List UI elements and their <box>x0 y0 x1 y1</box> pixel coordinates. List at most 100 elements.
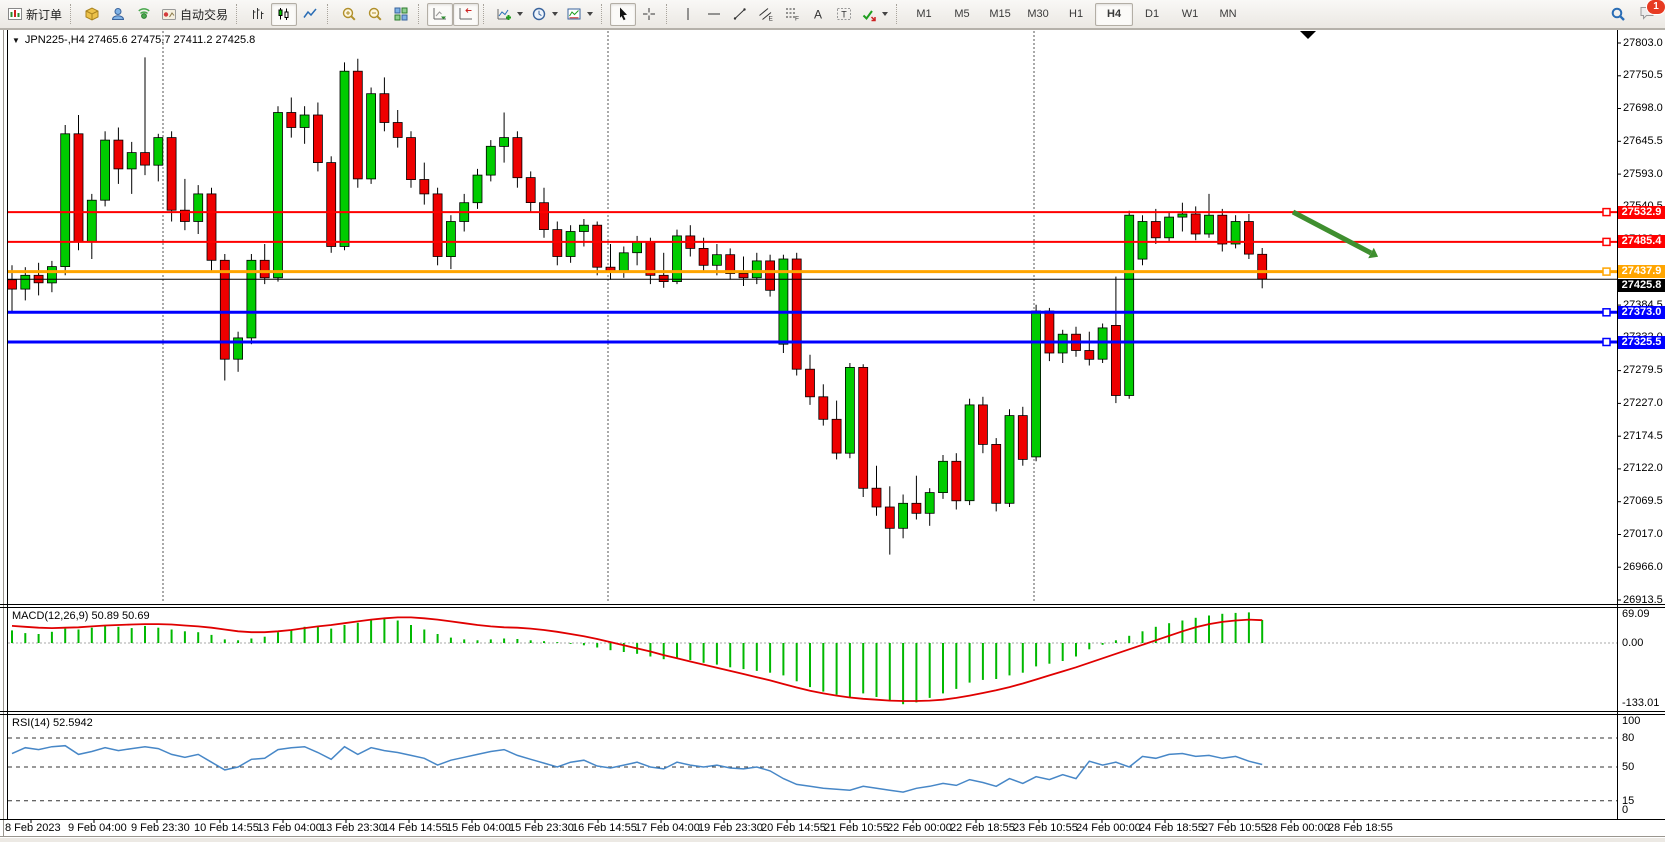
time-axis-label: 21 Feb 10:55 <box>824 822 889 834</box>
new-order-label: 新订单 <box>26 7 63 22</box>
vertical-line-button[interactable] <box>675 3 701 26</box>
line-handle[interactable] <box>1602 207 1611 217</box>
time-axis-label: 19 Feb 23:30 <box>698 822 763 834</box>
chart-shift-icon <box>458 6 474 22</box>
time-axis-label: 13 Feb 23:30 <box>320 822 385 834</box>
profile-button[interactable] <box>105 3 131 26</box>
timeframe-M30[interactable]: M30 <box>1027 8 1049 20</box>
template-icon <box>566 6 582 22</box>
price-tick-label: 27017.0 <box>1623 527 1663 540</box>
line-handle[interactable] <box>1602 308 1611 317</box>
market-watch-button[interactable] <box>79 3 105 26</box>
macd-scale-label: 69.09 <box>1622 608 1650 620</box>
time-axis-label: 17 Feb 04:00 <box>635 822 700 834</box>
periods-button[interactable] <box>527 3 562 26</box>
chevron-down-icon <box>587 12 594 16</box>
cursor-icon <box>615 6 631 22</box>
text-button[interactable]: A <box>805 3 831 26</box>
notification-badge: 1 <box>1647 0 1665 14</box>
price-line-label: 27325.5 <box>1618 335 1665 349</box>
templates-button[interactable] <box>562 3 597 26</box>
text-label-button[interactable]: T <box>831 3 857 26</box>
price-tick-label: 27122.0 <box>1623 462 1663 475</box>
toolbar-separator <box>896 4 901 24</box>
bar-chart-icon <box>250 6 266 22</box>
arrows-icon <box>861 6 877 22</box>
zoom-out-button[interactable] <box>362 3 388 26</box>
time-axis-label: 14 Feb 14:55 <box>383 822 448 834</box>
rsi-label: RSI(14) 52.5942 <box>12 717 93 729</box>
timeframe-group: M1 M5 M15 M30 H1 H4 D1 W1 MN <box>905 2 1247 26</box>
toolbar-right: 1 <box>1605 0 1665 28</box>
window-bottom-strip <box>0 838 1665 842</box>
line-handle[interactable] <box>1602 267 1611 276</box>
chart-menu-icon[interactable]: ▼ <box>12 35 20 45</box>
fibonacci-button[interactable]: F <box>779 3 805 26</box>
chart-shift-marker[interactable] <box>1300 31 1316 39</box>
auto-scroll-icon <box>432 6 448 22</box>
auto-scroll-button[interactable] <box>427 2 454 26</box>
trendline-icon <box>732 6 748 22</box>
timeframe-M15[interactable]: M15 <box>989 8 1011 20</box>
chart-shift-button[interactable] <box>453 2 480 26</box>
candlestick-chart-button[interactable] <box>271 2 298 26</box>
tile-windows-button[interactable] <box>388 3 414 26</box>
line-handle[interactable] <box>1602 337 1611 347</box>
price-tick-label: 27698.0 <box>1623 102 1663 115</box>
indicators-button[interactable] <box>492 3 527 26</box>
timeframe-W1[interactable]: W1 <box>1181 8 1199 20</box>
timeframe-MN[interactable]: MN <box>1219 8 1237 20</box>
trend-arrow-annotation[interactable] <box>1291 209 1379 259</box>
time-axis-label: 27 Feb 10:55 <box>1202 822 1267 834</box>
time-axis-label: 8 Feb 2023 <box>5 822 61 834</box>
new-order-button[interactable]: 新订单 <box>3 3 66 26</box>
tile-windows-icon <box>393 6 409 22</box>
timeframe-D1[interactable]: D1 <box>1145 8 1160 20</box>
horizontal-line-icon <box>706 6 722 22</box>
price-line-label: 27532.9 <box>1618 205 1665 219</box>
chart-title-text: JPN225-,H4 27465.6 27475.7 27411.2 27425… <box>24 34 256 46</box>
rsi-scale-label: 80 <box>1622 731 1635 744</box>
price-line-label: 27373.0 <box>1618 305 1665 319</box>
zoom-out-icon <box>367 6 383 22</box>
toolbar-separator <box>327 4 332 24</box>
search-button[interactable] <box>1605 3 1631 26</box>
auto-trading-button[interactable]: 自动交易 <box>157 3 232 26</box>
time-axis-label: 24 Feb 00:00 <box>1076 822 1141 834</box>
signals-button[interactable] <box>131 3 157 26</box>
chart-title: ▼ JPN225-,H4 27465.6 27475.7 27411.2 274… <box>12 34 255 46</box>
price-line-label: 27485.4 <box>1618 235 1665 249</box>
timeframe-M1[interactable]: M1 <box>916 8 932 20</box>
crosshair-icon <box>641 6 657 22</box>
price-tick-label: 27750.5 <box>1623 69 1663 82</box>
time-axis-label: 22 Feb 18:55 <box>950 822 1015 834</box>
price-tick-label: 27593.0 <box>1623 167 1663 180</box>
crosshair-button[interactable] <box>636 3 662 26</box>
zoom-in-button[interactable] <box>336 3 362 26</box>
price-tick-label: 27803.0 <box>1623 36 1663 49</box>
horizontal-line-button[interactable] <box>701 3 727 26</box>
line-chart-button[interactable] <box>297 3 323 26</box>
arrows-button[interactable] <box>857 3 892 26</box>
cursor-button[interactable] <box>610 2 637 26</box>
equidistant-channel-button[interactable]: E <box>753 3 779 26</box>
main-toolbar: 新订单 自动交易 E F A T <box>0 0 1665 29</box>
timeframe-H1[interactable]: H1 <box>1069 8 1084 20</box>
timeframe-H4[interactable]: H4 <box>1095 2 1134 26</box>
chat-button[interactable]: 1 <box>1639 0 1665 24</box>
price-tick-label: 27279.5 <box>1623 364 1663 377</box>
price-line-label: 27437.9 <box>1618 265 1665 279</box>
line-handle[interactable] <box>1602 237 1611 247</box>
rsi-scale-label: 15 <box>1622 794 1635 807</box>
rsi-scale-label: 100 <box>1622 715 1641 727</box>
rsi-scale-label: 50 <box>1622 760 1635 773</box>
time-axis-label: 23 Feb 10:55 <box>1013 822 1078 834</box>
fibonacci-icon: F <box>784 6 800 22</box>
timeframe-M5[interactable]: M5 <box>954 8 970 20</box>
trendline-button[interactable] <box>727 3 753 26</box>
bar-chart-button[interactable] <box>245 3 271 26</box>
toolbar-separator <box>601 4 606 24</box>
text-label-icon: T <box>836 6 852 22</box>
rsi-scale-label: 0 <box>1622 804 1629 816</box>
